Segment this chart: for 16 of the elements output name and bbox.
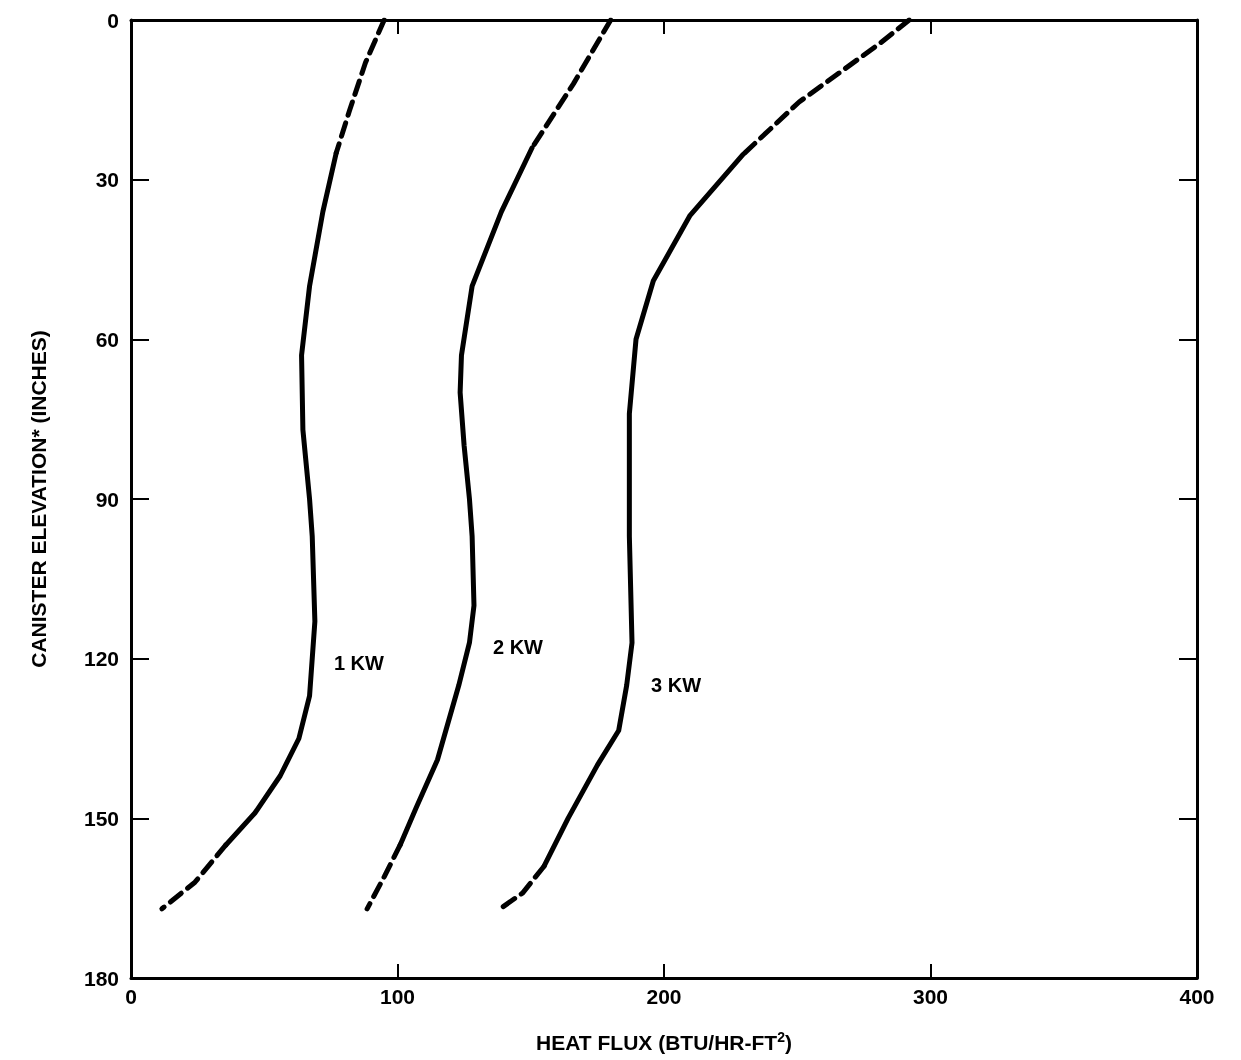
y-axis-title: CANISTER ELEVATION* (INCHES) (27, 330, 50, 668)
y-tick-label: 30 (95, 168, 119, 192)
y-tick-label: 120 (83, 647, 119, 671)
x-tick-label: 100 (379, 985, 416, 1008)
y-tick-label: 0 (107, 8, 119, 32)
x-tick-label: 300 (912, 985, 949, 1008)
series-label: 1 KW (333, 652, 385, 675)
y-tick-label: 90 (95, 487, 119, 511)
x-tick-label: 200 (646, 985, 682, 1008)
series-label: 3 KW (651, 673, 702, 696)
series-label: 2 KW (492, 636, 544, 659)
y-tick-label: 180 (83, 966, 119, 990)
y-tick-label: 60 (95, 327, 119, 351)
y-tick-label: 150 (83, 806, 119, 830)
x-tick-label: 0 (125, 985, 137, 1008)
x-tick-label: 400 (1179, 985, 1215, 1008)
